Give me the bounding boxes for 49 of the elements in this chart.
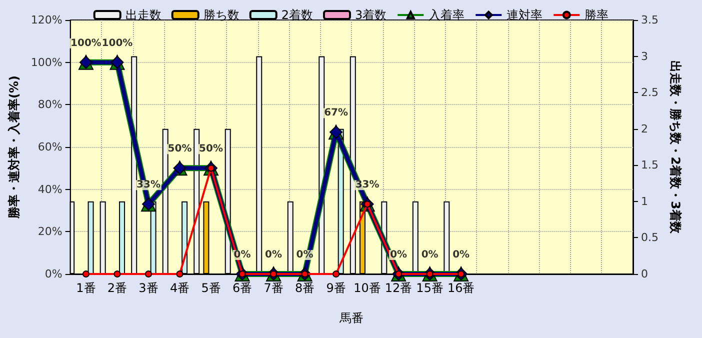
- data-label: 33%: [355, 180, 380, 191]
- x-tick-label: 4番: [170, 281, 190, 295]
- y2-tick-label: 0: [641, 268, 648, 280]
- y-tick-label: 80%: [38, 98, 62, 112]
- point: [332, 270, 340, 278]
- y-tick-label: 100%: [30, 56, 62, 69]
- x-tick-label: 5番: [201, 281, 221, 295]
- data-label: 50%: [199, 144, 223, 155]
- x-tick-label: 3番: [138, 281, 158, 295]
- y-axis-title: 勝率・連対率・入着率(%): [7, 76, 21, 220]
- y2-tick-label: 1.5: [641, 158, 658, 172]
- x-tick-label: 16番: [447, 281, 475, 295]
- x-tick-label: 2番: [107, 281, 128, 295]
- x-tick-label: 7番: [264, 281, 284, 295]
- data-label: 0%: [452, 250, 470, 260]
- data-label: 0%: [296, 250, 314, 260]
- x-tick-label: 10番: [354, 281, 381, 295]
- y2-tick-label: 2.5: [641, 86, 658, 100]
- x-tick-label: 15番: [416, 281, 444, 295]
- y2-tick-label: 2: [641, 122, 648, 136]
- y2-tick-label: 3: [641, 50, 648, 63]
- data-label: 0%: [265, 250, 282, 260]
- y-tick-label: 120%: [30, 14, 62, 26]
- point: [82, 270, 90, 278]
- y-tick-label: 0%: [44, 268, 62, 280]
- x-tick-label: 8番: [294, 281, 315, 295]
- point: [145, 270, 152, 278]
- x-tick-label: 12番: [384, 281, 412, 295]
- y-tick-label: 60%: [38, 140, 62, 154]
- data-label: 0%: [421, 250, 438, 260]
- y-tick-label: 40%: [38, 182, 62, 196]
- y-tick-label: 20%: [38, 225, 62, 238]
- x-axis-title: 馬番: [338, 311, 364, 325]
- y2-tick-label: 1: [641, 194, 648, 208]
- y2-tick-label: 0.5: [641, 231, 658, 244]
- point: [114, 270, 121, 278]
- y2-axis-title: 出走数・勝ち数・2着数・3着数: [668, 60, 682, 234]
- x-tick-label: 1番: [76, 281, 96, 295]
- data-label: 67%: [324, 108, 348, 119]
- data-label: 0%: [390, 250, 408, 260]
- data-label: 50%: [168, 144, 192, 155]
- data-label: 100%: [102, 38, 133, 49]
- point: [176, 270, 184, 278]
- x-tick-label: 6番: [232, 281, 252, 295]
- y2-tick-label: 3.5: [641, 14, 658, 26]
- data-label: 100%: [70, 38, 102, 49]
- data-label: 33%: [136, 180, 160, 191]
- x-tick-label: 9番: [326, 281, 346, 295]
- data-label: 0%: [234, 250, 251, 260]
